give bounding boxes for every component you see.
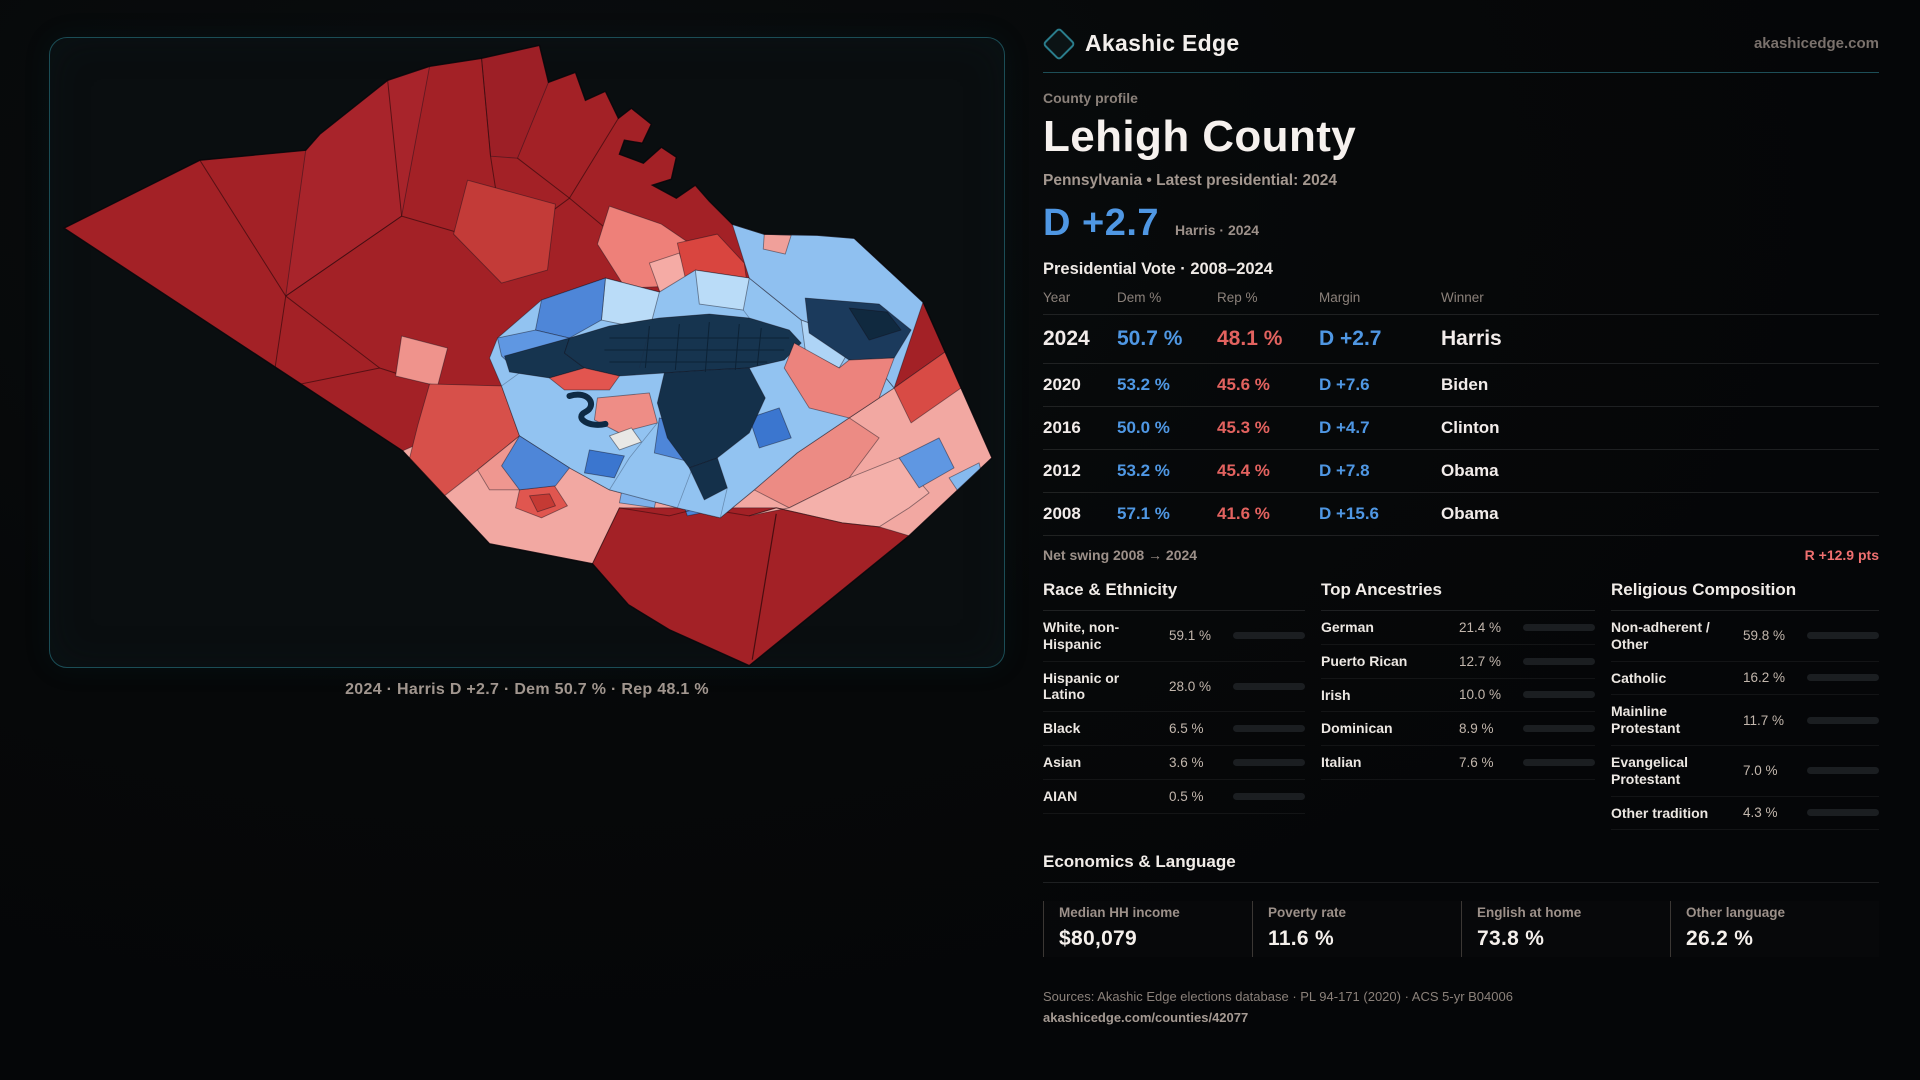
demo-row: Other tradition 4.3 % xyxy=(1611,797,1879,831)
economics-stats: Median HH income $80,079 Poverty rate 11… xyxy=(1043,901,1879,958)
table-row: 2020 53.2 % 45.6 % D +7.6 Biden xyxy=(1043,364,1879,407)
stat-bar xyxy=(1807,632,1879,640)
stat-bar xyxy=(1233,682,1305,690)
race-heading: Race & Ethnicity xyxy=(1043,580,1305,611)
table-row: 2008 57.1 % 41.6 % D +15.6 Obama xyxy=(1043,493,1879,536)
stat-bar xyxy=(1233,725,1305,733)
demo-row: Mainline Protestant 11.7 % xyxy=(1611,695,1879,746)
demo-row: Hispanic or Latino 28.0 % xyxy=(1043,662,1305,713)
stat-bar xyxy=(1233,792,1305,800)
table-row: 2016 50.0 % 45.3 % D +4.7 Clinton xyxy=(1043,407,1879,450)
stat-bar xyxy=(1523,725,1595,733)
demo-row: Italian 7.6 % xyxy=(1321,746,1595,780)
demo-row: Irish 10.0 % xyxy=(1321,679,1595,713)
demo-row: Dominican 8.9 % xyxy=(1321,712,1595,747)
sources-footer: Sources: Akashic Edge elections database… xyxy=(1043,987,1879,1027)
brand-name: Akashic Edge xyxy=(1085,30,1240,56)
headline-margin: D +2.7 xyxy=(1043,202,1160,244)
app-header: Akashic Edge akashicedge.com xyxy=(1042,26,1879,73)
economics-heading: Economics & Language xyxy=(1043,852,1879,884)
table-row: 2012 53.2 % 45.4 % D +7.8 Obama xyxy=(1043,450,1879,493)
site-link[interactable]: akashicedge.com xyxy=(1753,35,1879,52)
demo-row: Catholic 16.2 % xyxy=(1611,662,1879,696)
col-winner: Winner xyxy=(1441,290,1484,305)
stat-bar xyxy=(1523,759,1595,767)
subtitle: Pennsylvania • Latest presidential: 2024 xyxy=(1043,172,1338,189)
county-profile-panel: Akashic Edge akashicedge.com County prof… xyxy=(1042,26,1879,1028)
county-precinct-map xyxy=(62,44,993,667)
net-swing-label: Net swing 2008 → 2024 xyxy=(1043,547,1198,563)
stat-cell: Poverty rate 11.6 % xyxy=(1252,901,1461,958)
elections-heading: Presidential Vote · 2008–2024 xyxy=(1043,260,1273,278)
col-margin: Margin xyxy=(1319,290,1361,305)
county-map-card xyxy=(49,37,1005,668)
kicker: County profile xyxy=(1043,90,1138,106)
demo-row: White, non-Hispanic 59.1 % xyxy=(1043,611,1305,662)
stat-bar xyxy=(1807,809,1879,817)
permalink[interactable]: akashicedge.com/counties/42077 xyxy=(1043,1009,1249,1025)
stat-bar xyxy=(1523,623,1595,631)
ancestry-heading: Top Ancestries xyxy=(1321,580,1595,611)
brand: Akashic Edge xyxy=(1042,26,1240,61)
stat-cell: English at home 73.8 % xyxy=(1461,901,1670,958)
headline-metric: D +2.7 Harris · 2024 xyxy=(1043,202,1879,245)
demo-row: German 21.4 % xyxy=(1321,611,1595,645)
race-section: Race & Ethnicity White, non-Hispanic 59.… xyxy=(1043,580,1305,830)
demo-row: Non-adherent / Other 59.8 % xyxy=(1611,611,1879,662)
stat-bar xyxy=(1807,716,1879,724)
demo-row: AIAN 0.5 % xyxy=(1043,780,1305,814)
demo-row: Evangelical Protestant 7.0 % xyxy=(1611,746,1879,797)
ancestry-section: Top Ancestries German 21.4 % Puerto Rica… xyxy=(1321,580,1595,830)
diamond-logo-icon xyxy=(1042,26,1076,61)
demo-row: Puerto Rican 12.7 % xyxy=(1321,645,1595,679)
religion-section: Religious Composition Non-adherent / Oth… xyxy=(1611,580,1879,831)
net-swing-value: R +12.9 pts xyxy=(1804,547,1879,563)
elections-table-header: Year Dem % Rep % Margin Winner xyxy=(1043,279,1879,315)
demo-row: Black 6.5 % xyxy=(1043,712,1305,746)
table-row: 2024 50.7 % 48.1 % D +2.7 Harris xyxy=(1043,315,1879,364)
demo-row: Asian 3.6 % xyxy=(1043,746,1305,780)
col-year: Year xyxy=(1043,290,1071,305)
col-dem: Dem % xyxy=(1117,290,1162,305)
stat-bar xyxy=(1233,632,1305,640)
stat-bar xyxy=(1807,767,1879,775)
map-caption: 2024 · Harris D +2.7 · Dem 50.7 % · Rep … xyxy=(345,681,709,698)
col-rep: Rep % xyxy=(1217,290,1258,305)
stat-cell: Other language 26.2 % xyxy=(1670,901,1879,958)
religion-heading: Religious Composition xyxy=(1611,580,1879,611)
net-swing-row: Net swing 2008 → 2024 R +12.9 pts xyxy=(1043,536,1879,576)
headline-note: Harris · 2024 xyxy=(1175,222,1260,238)
stat-bar xyxy=(1807,674,1879,682)
stat-bar xyxy=(1523,657,1595,665)
page-title: Lehigh County xyxy=(1043,112,1357,161)
stat-cell: Median HH income $80,079 xyxy=(1043,901,1252,958)
stat-bar xyxy=(1523,691,1595,699)
sources-line: Sources: Akashic Edge elections database… xyxy=(1043,989,1513,1005)
stat-bar xyxy=(1233,758,1305,766)
